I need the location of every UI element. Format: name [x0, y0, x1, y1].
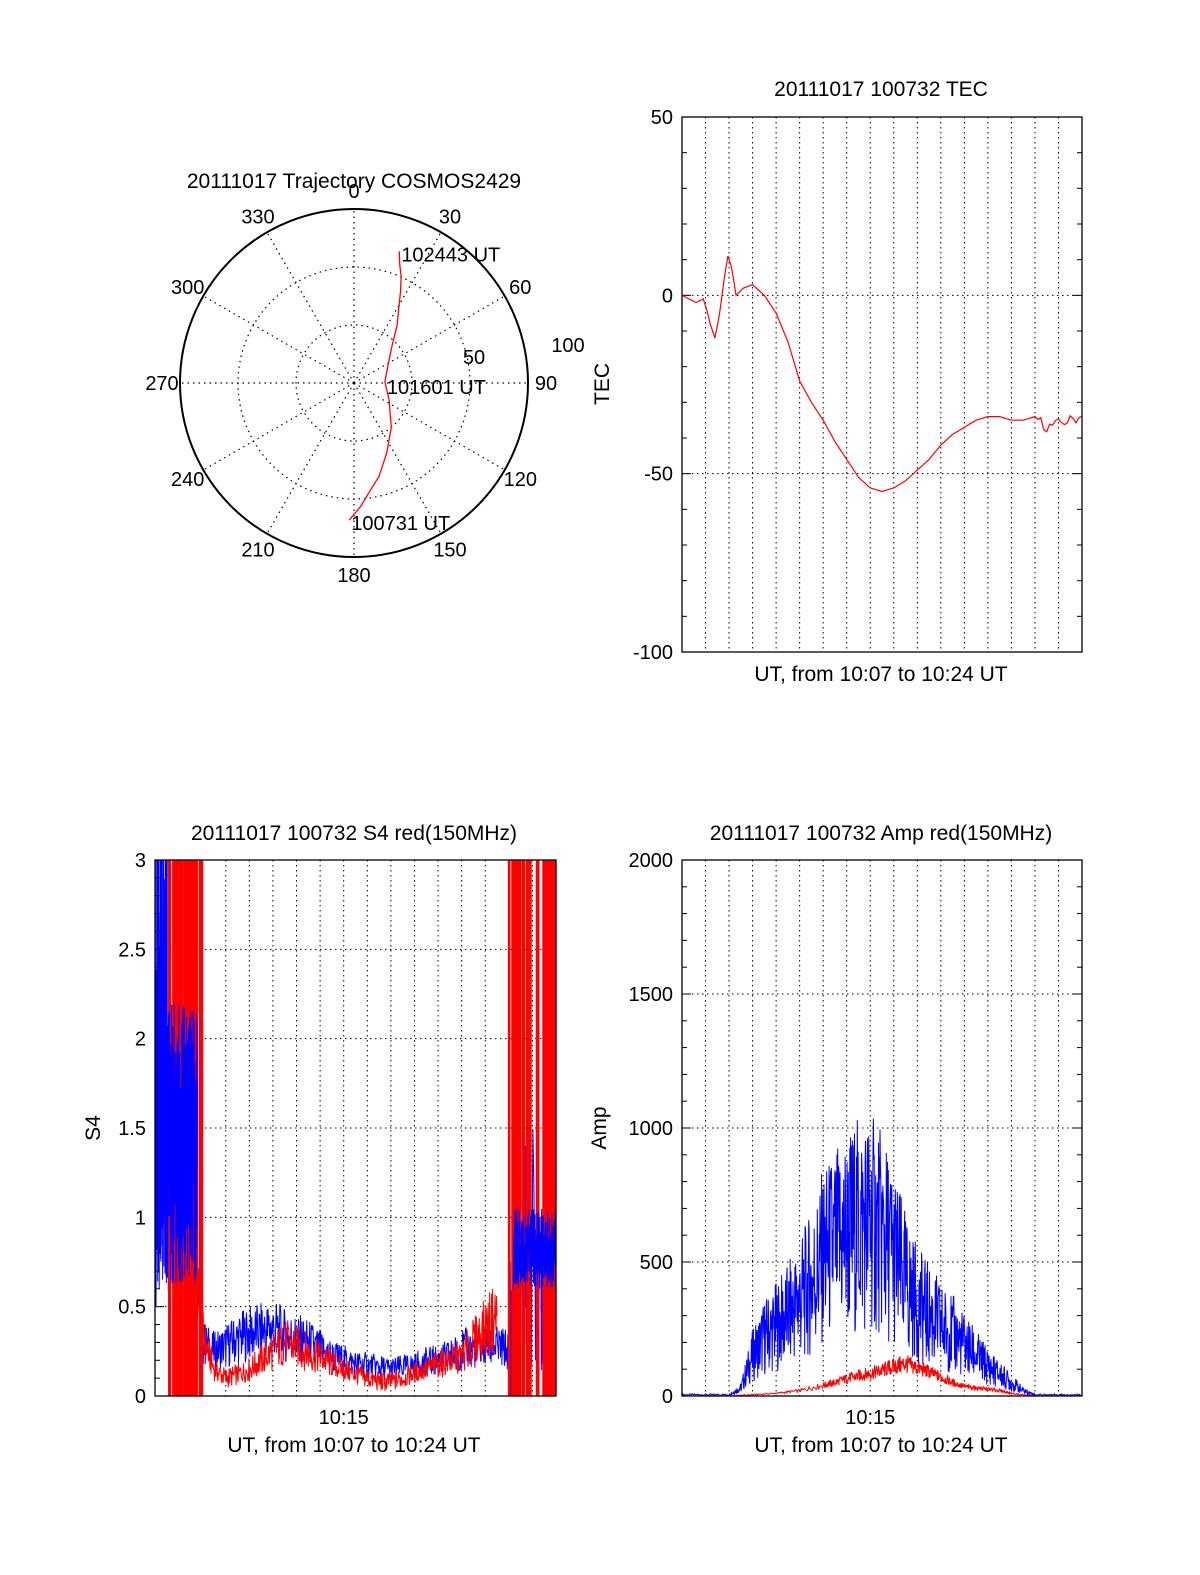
plot-data-area — [155, 860, 556, 1396]
plot-frame — [681, 859, 1083, 1397]
y-tick-label: 0 — [662, 1386, 673, 1408]
polar-spoke — [353, 382, 442, 534]
y-tick-label: 2000 — [629, 850, 674, 872]
polar-radial-label: 100 — [551, 335, 584, 357]
s4-blue-burst-right — [513, 1208, 556, 1289]
amp-xlabel: UT, from 10:07 to 10:24 UT — [754, 1434, 1007, 1457]
y-tick-label: 3 — [135, 850, 146, 872]
amp-title: 20111017 100732 Amp red(150MHz) — [710, 822, 1052, 845]
y-tick-label: 0 — [135, 1386, 146, 1408]
polar-spoke — [353, 232, 442, 384]
polar-azimuth-label: 180 — [337, 565, 370, 587]
plot-frame — [681, 116, 1083, 653]
y-tick-label: 1.5 — [118, 1118, 146, 1140]
tec-title: 20111017 100732 TEC — [774, 78, 988, 101]
polar-radial-label: 50 — [463, 347, 485, 369]
polar-trajectory-line — [348, 251, 402, 521]
x-tick-label: 10:15 — [845, 1407, 895, 1429]
polar-azimuth-label: 90 — [535, 373, 557, 395]
s4-title: 20111017 100732 S4 red(150MHz) — [191, 822, 517, 845]
polar-spoke — [203, 382, 355, 471]
polar-time-annotation: 100731 UT — [351, 513, 450, 535]
polar-grid: 0 30 60 90 120 150 180 210 240 270 300 330 50 100 — [145, 181, 584, 587]
polar-azimuth-label: 30 — [439, 207, 461, 229]
y-tick-label: 2 — [135, 1029, 146, 1051]
amp-axes: 0 500 1000 1500 2000 10:15 — [629, 850, 1083, 1429]
tec-axes: 50 0 -50 -100 — [633, 107, 1083, 664]
series-line-1 — [682, 1355, 1082, 1396]
tec-xlabel: UT, from 10:07 to 10:24 UT — [754, 663, 1007, 686]
polar-title: 20111017 Trajectory COSMOS2429 — [187, 170, 521, 193]
y-tick-label: 1 — [135, 1207, 146, 1229]
y-tick-label: -50 — [644, 464, 673, 486]
y-tick-label: 50 — [651, 107, 673, 129]
s4-blue-burst-left — [155, 860, 198, 1289]
y-tick-label: 500 — [640, 1252, 673, 1274]
polar-spoke — [203, 295, 355, 384]
polar-azimuth-label: 150 — [433, 539, 466, 561]
series-line-0 — [682, 255, 1082, 493]
plot-data-area — [682, 255, 1082, 493]
y-tick-label: 0.5 — [118, 1297, 146, 1319]
polar-azimuth-label: 240 — [171, 469, 204, 491]
plot-data-area — [682, 1118, 1082, 1396]
plot-frame — [154, 859, 557, 1397]
polar-azimuth-label: 210 — [241, 539, 274, 561]
s4-panel: 20111017 100732 S4 red(150MHz) UT, from … — [82, 822, 557, 1457]
tec-ylabel: TEC — [591, 363, 614, 405]
polar-time-annotation: 102443 UT — [401, 244, 500, 266]
polar-azimuth-label: 300 — [171, 277, 204, 299]
polar-spoke — [266, 232, 355, 384]
polar-spoke — [353, 382, 505, 471]
tec-panel: 20111017 100732 TEC UT, from 10:07 to 10… — [591, 78, 1083, 686]
y-tick-label: 1500 — [629, 984, 674, 1006]
y-tick-label: 0 — [662, 285, 673, 307]
polar-azimuth-label: 270 — [145, 373, 178, 395]
polar-spoke — [353, 295, 505, 384]
s4-axes: 0 0.5 1 1.5 2 2.5 3 10:15 — [118, 850, 557, 1429]
amp-panel: 20111017 100732 Amp red(150MHz) UT, from… — [588, 822, 1083, 1457]
polar-azimuth-label: 120 — [504, 469, 537, 491]
polar-azimuth-label: 60 — [509, 277, 531, 299]
series-line-0 — [682, 1118, 1082, 1396]
polar-spoke — [266, 382, 355, 534]
y-tick-label: 1000 — [629, 1118, 674, 1140]
polar-azimuth-label: 330 — [241, 207, 274, 229]
polar-data: 102443 UT 101601 UT 100731 UT — [348, 244, 500, 535]
s4-xlabel: UT, from 10:07 to 10:24 UT — [227, 1434, 480, 1457]
amp-ylabel: Amp — [588, 1106, 611, 1149]
polar-azimuth-label: 0 — [348, 181, 359, 203]
s4-ylabel: S4 — [82, 1115, 105, 1141]
y-tick-label: 2.5 — [118, 939, 146, 961]
series-line-1 — [178, 1092, 498, 1392]
polar-outer-circle — [179, 208, 529, 558]
y-tick-label: -100 — [633, 642, 673, 664]
x-tick-label: 10:15 — [319, 1407, 369, 1429]
polar-panel: 20111017 Trajectory COSMOS2429 0 30 60 90 12… — [145, 170, 584, 587]
polar-time-annotation: 101601 UT — [387, 377, 486, 399]
polar-elevation-ring — [295, 324, 413, 442]
